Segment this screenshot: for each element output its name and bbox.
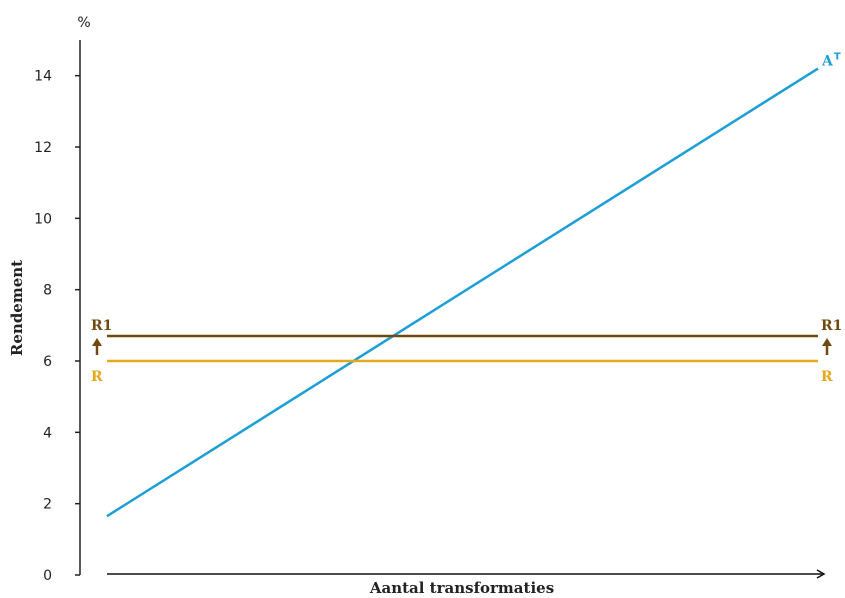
series-labels: AT R1 R1 R R — [91, 52, 842, 385]
y-tick-label: 2 — [43, 497, 52, 513]
series-layer — [106, 67, 819, 518]
y-tick-label: 14 — [34, 69, 52, 85]
series-label-r-left: R — [91, 369, 103, 385]
x-axis-title: Aantal transformaties — [369, 579, 554, 597]
series-label-r-right: R — [821, 369, 833, 385]
series-line-a — [106, 67, 819, 518]
series-label-a: AT — [821, 52, 841, 70]
y-unit-label: % — [77, 15, 90, 31]
y-axis-title: Rendement — [8, 260, 26, 356]
y-tick-label: 10 — [34, 211, 52, 227]
shift-arrow-icon-left — [92, 338, 102, 347]
y-tick-label: 4 — [43, 425, 52, 441]
series-label-r1-right: R1 — [821, 318, 842, 334]
y-tick-label: 12 — [34, 140, 52, 156]
y-tick-label: 6 — [43, 354, 52, 370]
y-tick-label: 8 — [43, 283, 52, 299]
shift-arrow-icon-right — [822, 338, 832, 347]
y-tick-label: 0 — [43, 568, 52, 584]
y-ticks: 0 2 4 6 8 10 12 14 — [34, 69, 80, 584]
series-label-r1-left: R1 — [91, 318, 112, 334]
